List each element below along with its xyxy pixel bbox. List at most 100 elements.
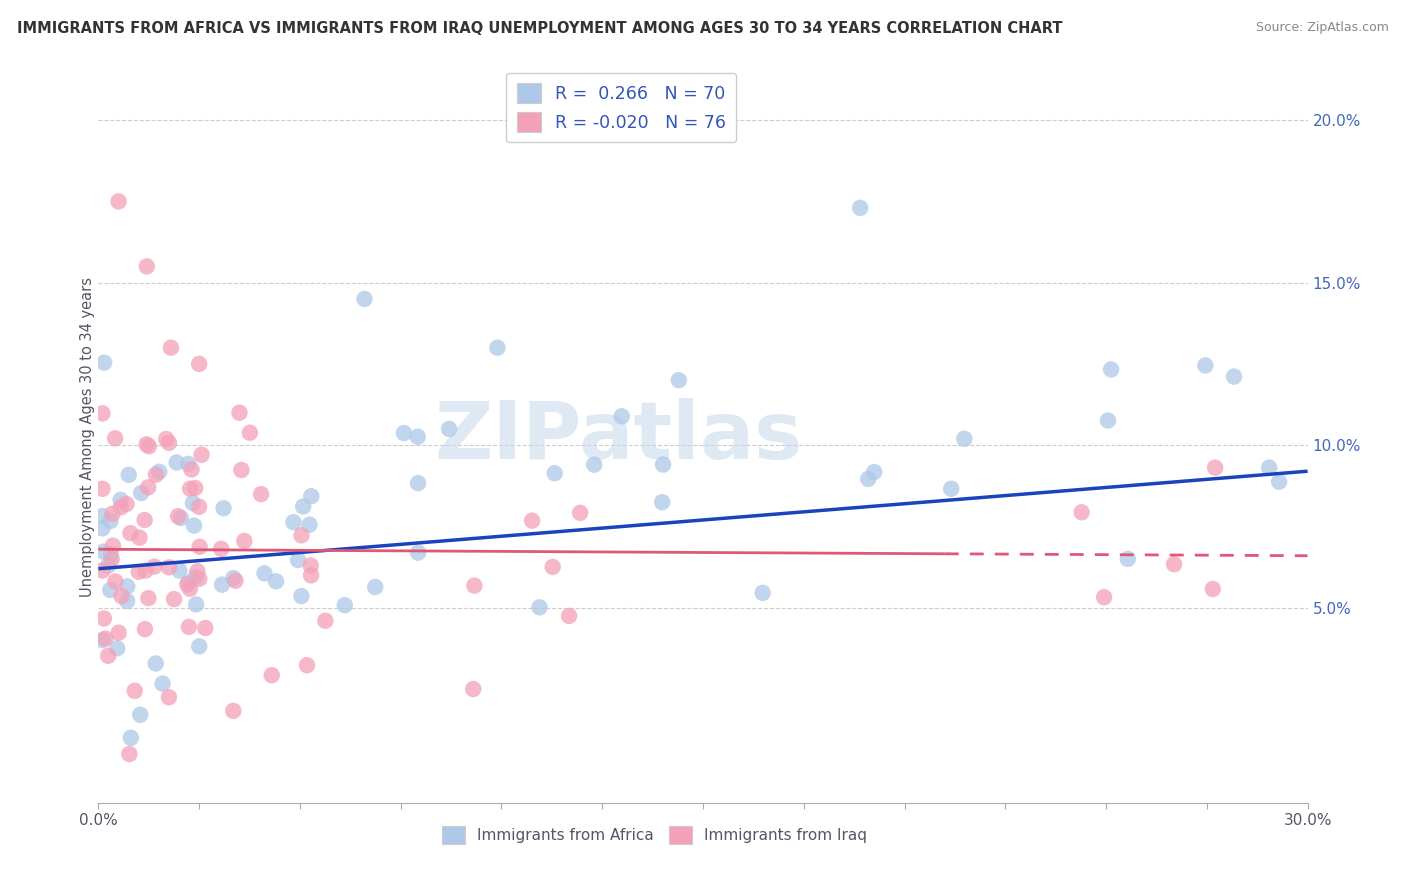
Point: [157, 690, 180, 705]
Point: [1097, 413, 1119, 427]
Point: [157, 560, 180, 574]
Point: [136, 480, 159, 494]
Point: [94, 632, 117, 646]
Point: [558, 609, 581, 624]
Point: [1194, 359, 1216, 373]
Point: [941, 482, 963, 496]
Point: [863, 465, 886, 479]
Point: [333, 599, 356, 613]
Point: [314, 614, 336, 628]
Point: [177, 575, 200, 590]
Point: [233, 533, 256, 548]
Point: [128, 565, 150, 579]
Point: [186, 564, 208, 578]
Point: [651, 495, 673, 509]
Text: Source: ZipAtlas.com: Source: ZipAtlas.com: [1256, 21, 1389, 34]
Point: [169, 564, 191, 578]
Point: [135, 437, 157, 451]
Point: [163, 592, 186, 607]
Point: [211, 577, 233, 591]
Point: [1116, 552, 1139, 566]
Point: [190, 448, 212, 462]
Point: [222, 704, 245, 718]
Point: [353, 292, 375, 306]
Point: [544, 467, 567, 481]
Point: [104, 431, 127, 445]
Point: [541, 560, 564, 574]
Point: [138, 439, 160, 453]
Point: [1202, 582, 1225, 596]
Point: [124, 683, 146, 698]
Point: [856, 472, 879, 486]
Point: [160, 341, 183, 355]
Point: [100, 514, 122, 528]
Point: [120, 731, 142, 745]
Point: [107, 194, 129, 209]
Point: [176, 577, 198, 591]
Point: [250, 487, 273, 501]
Point: [188, 572, 211, 586]
Point: [1204, 460, 1226, 475]
Point: [188, 357, 211, 371]
Point: [110, 500, 132, 515]
Point: [668, 373, 690, 387]
Point: [1258, 460, 1281, 475]
Point: [569, 506, 592, 520]
Point: [155, 432, 177, 446]
Point: [299, 558, 322, 573]
Point: [437, 422, 460, 436]
Point: [212, 501, 235, 516]
Point: [463, 681, 485, 696]
Point: [91, 633, 114, 648]
Point: [91, 406, 114, 420]
Point: [188, 540, 211, 554]
Point: [231, 463, 253, 477]
Point: [129, 707, 152, 722]
Point: [1223, 369, 1246, 384]
Point: [392, 425, 415, 440]
Point: [166, 456, 188, 470]
Point: [1163, 558, 1185, 572]
Point: [260, 668, 283, 682]
Point: [152, 676, 174, 690]
Point: [111, 589, 134, 603]
Point: [107, 625, 129, 640]
Point: [118, 747, 141, 761]
Point: [145, 657, 167, 671]
Point: [100, 548, 122, 562]
Point: [110, 492, 132, 507]
Point: [97, 558, 120, 573]
Point: [115, 594, 138, 608]
Point: [183, 518, 205, 533]
Point: [194, 621, 217, 635]
Point: [1070, 505, 1092, 519]
Point: [239, 425, 262, 440]
Point: [486, 341, 509, 355]
Point: [1268, 475, 1291, 489]
Point: [290, 528, 312, 542]
Point: [583, 458, 606, 472]
Point: [652, 458, 675, 472]
Point: [120, 526, 142, 541]
Point: [181, 496, 204, 510]
Point: [849, 201, 872, 215]
Point: [364, 580, 387, 594]
Point: [134, 622, 156, 636]
Point: [97, 648, 120, 663]
Point: [529, 600, 551, 615]
Point: [1092, 591, 1115, 605]
Point: [91, 521, 114, 535]
Text: IMMIGRANTS FROM AFRICA VS IMMIGRANTS FROM IRAQ UNEMPLOYMENT AMONG AGES 30 TO 34 : IMMIGRANTS FROM AFRICA VS IMMIGRANTS FRO…: [17, 21, 1063, 36]
Point: [292, 500, 315, 514]
Point: [209, 541, 232, 556]
Point: [134, 564, 156, 578]
Point: [298, 517, 321, 532]
Point: [157, 435, 180, 450]
Point: [177, 457, 200, 471]
Point: [953, 432, 976, 446]
Point: [170, 511, 193, 525]
Point: [463, 579, 485, 593]
Point: [299, 568, 322, 582]
Point: [180, 462, 202, 476]
Point: [406, 546, 429, 560]
